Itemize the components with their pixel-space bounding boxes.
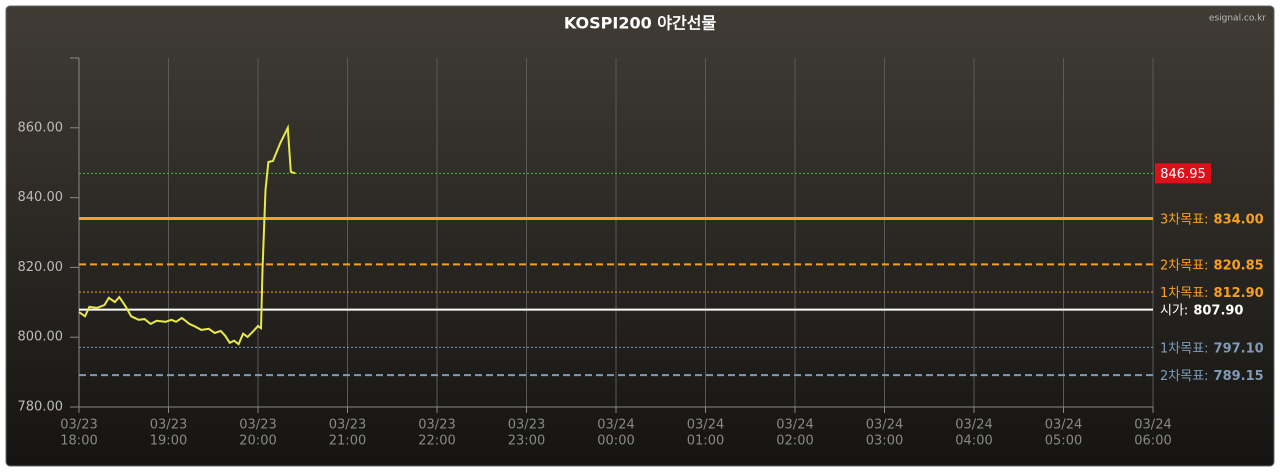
level-value: 834.00 xyxy=(1214,212,1264,227)
y-tick-label: 860.00 xyxy=(18,120,64,135)
level-label: 시가: 807.90 xyxy=(1160,303,1243,318)
level-value: 797.10 xyxy=(1214,341,1264,356)
price-label-box xyxy=(1155,163,1211,184)
x-tick-label: 03/23 xyxy=(150,418,187,433)
x-tick-label: 06:00 xyxy=(1134,434,1171,449)
x-tick-label: 03/24 xyxy=(1134,418,1171,433)
level-name: 2차목표: xyxy=(1160,369,1209,384)
level-name: 1차목표: xyxy=(1160,286,1209,301)
level-value: 820.85 xyxy=(1214,258,1264,273)
x-tick-label: 03/24 xyxy=(687,418,724,433)
level-name: 1차목표: xyxy=(1160,341,1209,356)
level-name: 2차목표: xyxy=(1160,258,1209,273)
chart-background xyxy=(5,5,1275,467)
x-tick-label: 01:00 xyxy=(687,434,724,449)
x-tick-label: 03/24 xyxy=(1045,418,1082,433)
x-tick-label: 19:00 xyxy=(150,434,187,449)
x-tick-label: 21:00 xyxy=(329,434,366,449)
y-tick-label: 820.00 xyxy=(18,260,64,275)
y-tick-label: 840.00 xyxy=(18,190,64,205)
x-tick-label: 03/23 xyxy=(60,418,97,433)
price-label: 846.95 xyxy=(1160,167,1206,182)
y-tick-label: 780.00 xyxy=(18,400,64,415)
watermark: esignal.co.kr xyxy=(1209,14,1266,24)
x-tick-label: 02:00 xyxy=(776,434,813,449)
level-label: 2차목표: 789.15 xyxy=(1160,369,1264,384)
x-tick-label: 03/24 xyxy=(866,418,903,433)
x-tick-label: 03/23 xyxy=(329,418,366,433)
level-label: 1차목표: 812.90 xyxy=(1160,286,1264,301)
level-name: 시가: xyxy=(1160,303,1188,318)
x-tick-label: 23:00 xyxy=(508,434,545,449)
x-tick-label: 03/24 xyxy=(776,418,813,433)
x-tick-label: 22:00 xyxy=(418,434,455,449)
x-tick-label: 03/23 xyxy=(239,418,276,433)
x-tick-label: 04:00 xyxy=(955,434,992,449)
price-line xyxy=(78,124,296,346)
chart-title: KOSPI200 야간선물 xyxy=(564,14,717,33)
level-label: 2차목표: 820.85 xyxy=(1160,258,1264,273)
x-tick-label: 03/23 xyxy=(508,418,545,433)
level-label: 3차목표: 834.00 xyxy=(1160,212,1264,227)
x-tick-label: 18:00 xyxy=(60,434,97,449)
x-tick-label: 03/23 xyxy=(418,418,455,433)
x-tick-label: 20:00 xyxy=(239,434,276,449)
y-tick-label: 800.00 xyxy=(18,330,64,345)
x-tick-label: 05:00 xyxy=(1045,434,1082,449)
level-value: 789.15 xyxy=(1214,369,1264,384)
level-value: 807.90 xyxy=(1193,303,1243,318)
x-tick-label: 00:00 xyxy=(597,434,634,449)
level-name: 3차목표: xyxy=(1160,212,1209,227)
x-tick-label: 03/24 xyxy=(955,418,992,433)
level-label: 1차목표: 797.10 xyxy=(1160,341,1264,356)
level-value: 812.90 xyxy=(1214,286,1264,301)
x-tick-label: 03:00 xyxy=(866,434,903,449)
x-tick-label: 03/24 xyxy=(597,418,634,433)
